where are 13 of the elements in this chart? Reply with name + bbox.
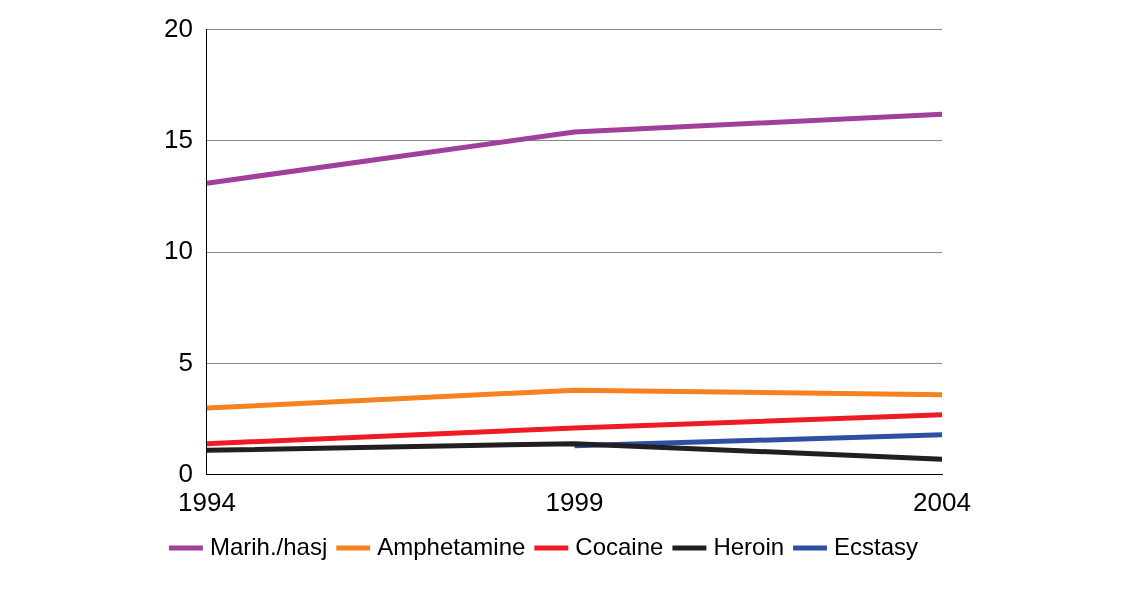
y-tick-label: 10	[164, 235, 193, 266]
y-tick-label: 5	[178, 346, 193, 377]
x-tick-label: 1994	[178, 486, 236, 517]
legend-label: Cocaine	[575, 532, 664, 560]
y-tick-label: 20	[164, 12, 193, 43]
y-tick-label: 0	[178, 457, 193, 488]
legend-label: Marih./hasj	[209, 532, 328, 560]
x-tick-label: 2004	[913, 486, 971, 517]
legend-label: Ecstasy	[834, 532, 919, 560]
legend-label: Amphetamine	[377, 532, 526, 560]
legend-label: Heroin	[713, 532, 785, 560]
x-tick-label: 1999	[545, 486, 604, 517]
y-tick-label: 15	[164, 124, 193, 155]
